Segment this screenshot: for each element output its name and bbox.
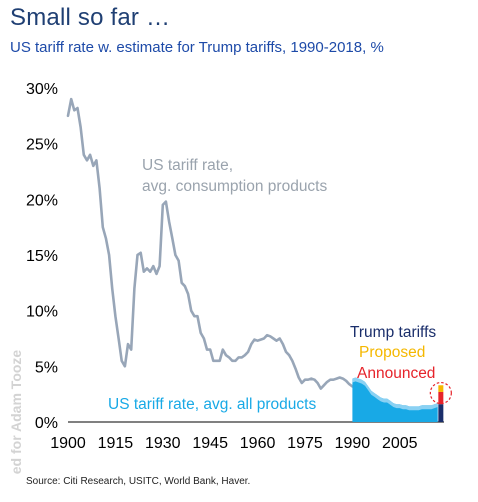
series-line-consumption — [66, 97, 354, 390]
y-tick-label: 5% — [35, 359, 58, 376]
y-tick-label: 20% — [26, 192, 58, 209]
series-area-all-products — [352, 377, 438, 422]
trump-tariff-bar-announced — [438, 391, 444, 405]
highlight-circle — [429, 381, 452, 405]
x-tick-label: 1975 — [287, 435, 323, 452]
source-note: Source: Citi Research, USITC, World Bank… — [26, 476, 251, 487]
x-tick-label: 1945 — [192, 435, 228, 452]
y-tick-label: 10% — [26, 304, 58, 321]
consumption-label-line-1: US tariff rate, — [142, 157, 233, 174]
y-tick-label: 15% — [26, 248, 58, 265]
trump-tariff-bar-proposed — [438, 385, 444, 392]
legend-item: Announced — [357, 365, 435, 382]
y-tick-label: 0% — [35, 415, 58, 432]
chart-series — [66, 97, 444, 422]
legend-item: Proposed — [359, 344, 425, 361]
chart-ticks: 0% 5% 10% 15% 20% 25% 30% 1900 1915 1930 1945 1960 1… — [26, 81, 418, 452]
x-tick-label: 1900 — [50, 435, 86, 452]
x-tick-label: 1930 — [145, 435, 181, 452]
x-tick-label: 1960 — [240, 435, 276, 452]
y-tick-label: 25% — [26, 137, 58, 154]
trump-tariff-bar-base — [438, 404, 444, 422]
chart-annotations: US tariff rate, avg. consumption products… — [108, 157, 452, 413]
consumption-label-line-2: avg. consumption products — [142, 178, 327, 195]
all-products-label: US tariff rate, avg. all products — [108, 396, 316, 413]
y-tick-label: 30% — [26, 81, 58, 98]
x-tick-label: 1990 — [335, 435, 371, 452]
watermark-text: ed for Adam Tooze — [8, 349, 24, 475]
x-tick-label: 2005 — [382, 435, 418, 452]
legend-item: Trump tariffs — [350, 324, 436, 341]
chart-subtitle: US tariff rate w. estimate for Trump tar… — [10, 39, 384, 56]
chart-title: Small so far … — [10, 4, 171, 31]
series-area-all-products-edge — [352, 377, 438, 411]
x-tick-label: 1915 — [98, 435, 134, 452]
